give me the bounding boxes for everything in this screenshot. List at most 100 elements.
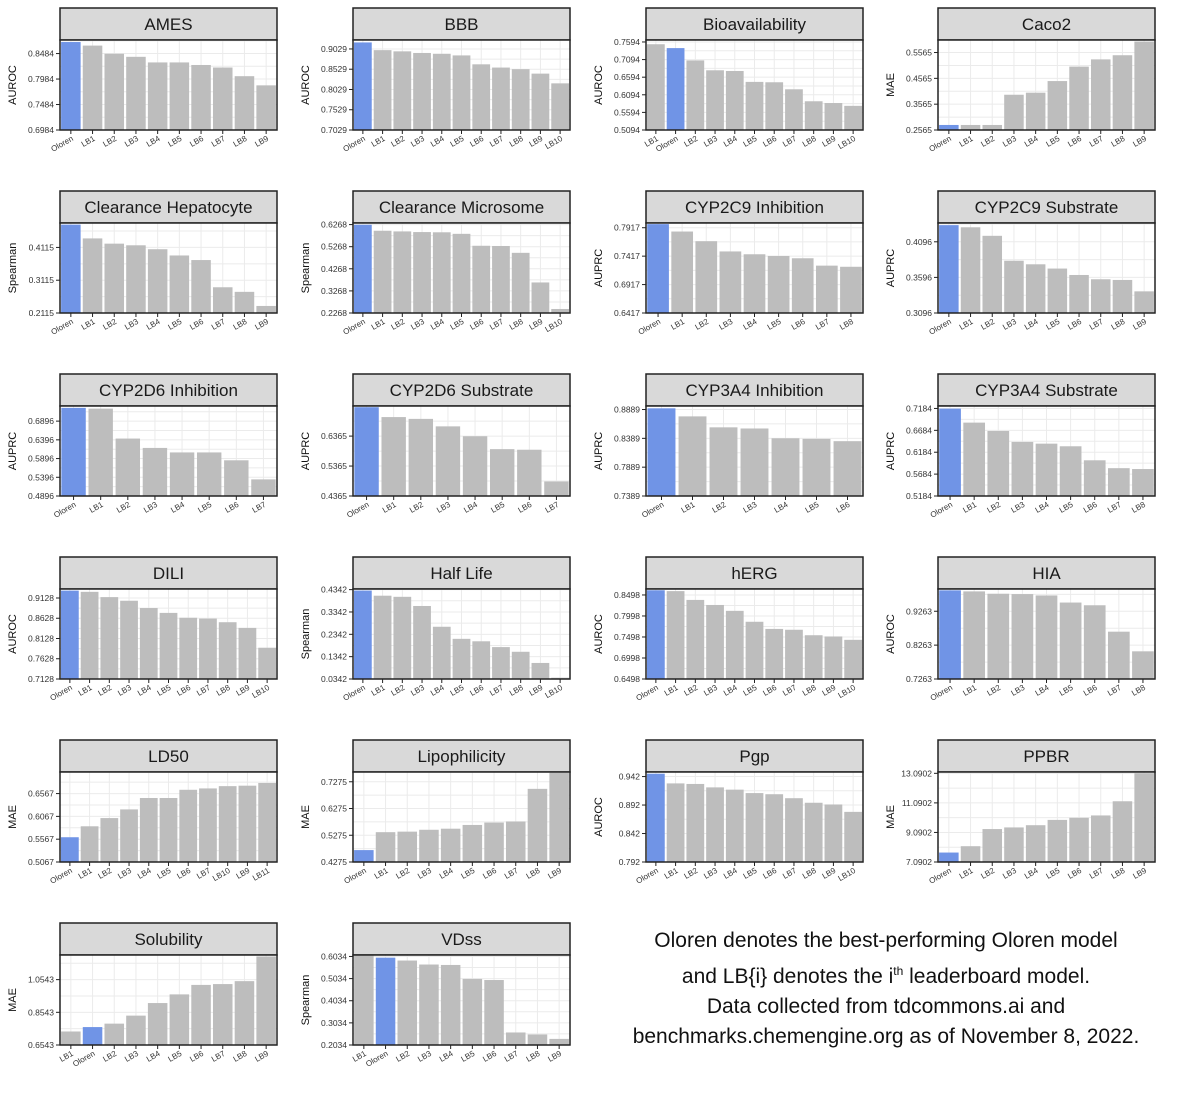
x-tick-label: LB10 <box>543 134 564 151</box>
chart-title-strip <box>352 373 571 407</box>
bar <box>1134 773 1154 862</box>
chart-title-strip <box>352 556 571 590</box>
bar <box>419 829 439 862</box>
x-tick-label: LB3 <box>1010 500 1027 515</box>
y-axis-label: AUPRC <box>300 432 312 471</box>
x-tick-label: LB2 <box>979 317 996 332</box>
y-tick-label: 0.7128 <box>28 674 54 684</box>
x-tick-label: LB3 <box>702 683 719 698</box>
x-tick-label: LB7 <box>251 500 268 515</box>
caption-superscript: th <box>893 964 904 978</box>
bar <box>517 449 542 496</box>
plot-frame <box>937 771 1156 863</box>
bar <box>139 608 158 679</box>
x-tick-label: LB4 <box>462 500 479 515</box>
bar <box>666 591 685 679</box>
y-tick-label: 0.5594 <box>614 107 640 117</box>
x-tick-label: LB9 <box>821 134 838 149</box>
x-tick-label: LB7 <box>1106 500 1123 515</box>
chart-title-strip <box>937 556 1156 590</box>
x-tick-label: LB5 <box>460 1049 477 1064</box>
x-tick-label: LB5 <box>766 317 783 332</box>
x-tick-label: Oloren <box>49 866 74 886</box>
bar <box>1025 92 1046 130</box>
x-tick-label: Oloren <box>71 1049 96 1069</box>
bar <box>120 600 138 679</box>
bar <box>82 45 103 130</box>
x-tick-label: LB9 <box>253 1049 270 1064</box>
bar <box>785 89 803 130</box>
bar <box>169 452 195 496</box>
x-tick-label: LB8 <box>1110 134 1127 149</box>
bar <box>191 64 211 130</box>
bar <box>804 101 823 130</box>
x-tick-label: LB2 <box>711 500 728 515</box>
bar <box>256 305 276 313</box>
chart-title: CYP2C9 Inhibition <box>685 198 824 217</box>
y-tick-label: 0.4096 <box>906 237 932 247</box>
x-tick-label: LB3 <box>123 134 140 149</box>
x-tick-label: LB4 <box>429 683 446 698</box>
chart-title-strip <box>352 190 571 224</box>
bar <box>745 81 764 130</box>
bar <box>199 618 217 679</box>
chart-title-strip <box>645 190 864 224</box>
x-tick-label: Oloren <box>52 500 77 520</box>
bar <box>126 56 146 130</box>
bar-highlight <box>353 224 372 313</box>
bar <box>397 831 418 862</box>
chart-title-strip <box>937 739 1156 773</box>
x-tick-label: LB1 <box>958 134 975 149</box>
bar <box>413 232 431 313</box>
chart-cyp2d6-substrate: CYP2D6 Substrate 0.4365 0.5365 0.6365 AUPRC O… <box>300 373 571 520</box>
bar-highlight <box>939 590 961 679</box>
y-tick-label: 0.7263 <box>906 674 932 684</box>
plot-frame <box>937 222 1156 314</box>
x-tick-label: LB5 <box>1058 683 1075 698</box>
chart-title: VDss <box>441 930 482 949</box>
chart-title: Clearance Microsome <box>379 198 544 217</box>
bar-highlight <box>353 590 372 679</box>
x-tick-label: LB1 <box>370 134 387 149</box>
x-tick-label: LB5 <box>1045 866 1062 881</box>
x-tick-label: LB6 <box>761 683 778 698</box>
y-axis-label: MAE <box>7 805 19 829</box>
y-tick-label: 0.8128 <box>28 633 54 643</box>
x-tick-label: LB1 <box>961 500 978 515</box>
x-tick-label: LB9 <box>546 866 563 881</box>
y-axis-label: AUROC <box>300 65 312 105</box>
bar <box>212 67 233 130</box>
bar <box>551 83 570 130</box>
bar <box>169 62 190 131</box>
chart-hia: HIA 0.7263 0.8263 0.9263 AUROC Oloren LB1 LB2 LB… <box>885 556 1156 703</box>
chart-title-strip <box>937 7 1156 41</box>
chart-title: Caco2 <box>1022 15 1071 34</box>
x-tick-label: LB8 <box>525 1049 542 1064</box>
bar <box>238 627 257 679</box>
x-tick-label: Oloren <box>50 317 75 337</box>
bar <box>785 629 803 679</box>
bar-highlight <box>647 408 676 496</box>
x-tick-label: Oloren <box>928 134 953 154</box>
bar <box>258 647 277 679</box>
caption-line-1: Oloren denotes the best-performing Olore… <box>654 929 1118 952</box>
bar <box>462 436 488 496</box>
y-axis-label: MAE <box>7 988 19 1012</box>
y-tick-label: 0.7484 <box>28 100 54 110</box>
bar-highlight <box>353 42 372 130</box>
bar <box>709 427 738 496</box>
bar <box>147 62 168 131</box>
bar <box>472 64 491 130</box>
x-tick-label: LB9 <box>235 866 252 881</box>
chart-title: CYP3A4 Inhibition <box>686 381 824 400</box>
x-tick-label: LB2 <box>985 683 1002 698</box>
bar <box>373 50 392 131</box>
bar <box>238 785 257 862</box>
chart-herg: hERG 0.6498 0.6998 0.7498 0.7998 0.8498 AUROC O… <box>593 556 864 703</box>
bar <box>1132 469 1154 496</box>
y-tick-label: 0.842 <box>619 829 641 839</box>
x-tick-label: LB3 <box>409 317 426 332</box>
x-tick-label: LB9 <box>528 317 545 332</box>
bar <box>678 416 707 496</box>
bar <box>408 418 434 496</box>
